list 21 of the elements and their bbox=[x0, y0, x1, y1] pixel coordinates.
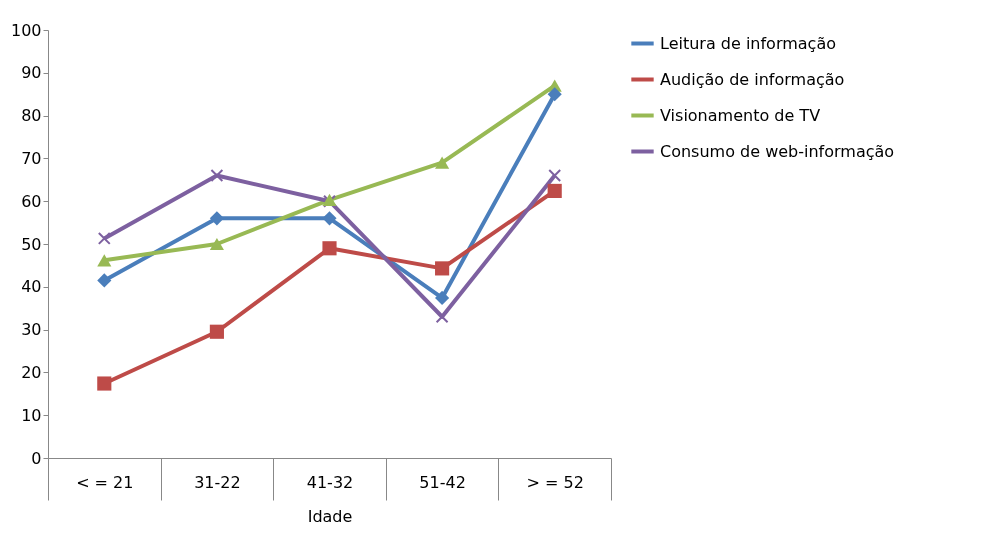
x-tick-label: 51-42 bbox=[419, 472, 466, 492]
legend-label: Visionamento de TV bbox=[660, 105, 821, 125]
y-tick-label: 60 bbox=[21, 191, 42, 211]
y-tick-label: 40 bbox=[21, 277, 42, 297]
y-tick-label: 80 bbox=[21, 106, 42, 126]
y-tick-label: 0 bbox=[31, 448, 42, 468]
y-tick-label: 20 bbox=[21, 362, 42, 382]
y-tick-label: 30 bbox=[21, 320, 42, 340]
y-tick-label: 10 bbox=[21, 405, 42, 425]
x-tick-label: 31-22 bbox=[194, 472, 241, 492]
legend-label: Audição de informação bbox=[660, 69, 845, 89]
y-tick-label: 70 bbox=[21, 148, 42, 168]
x-tick-label: < = 21 bbox=[76, 472, 134, 492]
x-tick-label: 41-32 bbox=[306, 472, 354, 492]
x-axis-title: Idade bbox=[307, 507, 353, 526]
legend-label: Consumo de web-informação bbox=[660, 141, 895, 161]
y-tick-label: 50 bbox=[21, 234, 42, 254]
y-tick-label: 100 bbox=[10, 20, 42, 40]
x-tick-label: > = 52 bbox=[526, 472, 584, 492]
legend-label: Leitura de informação bbox=[660, 33, 836, 53]
y-tick-label: 90 bbox=[21, 63, 42, 83]
